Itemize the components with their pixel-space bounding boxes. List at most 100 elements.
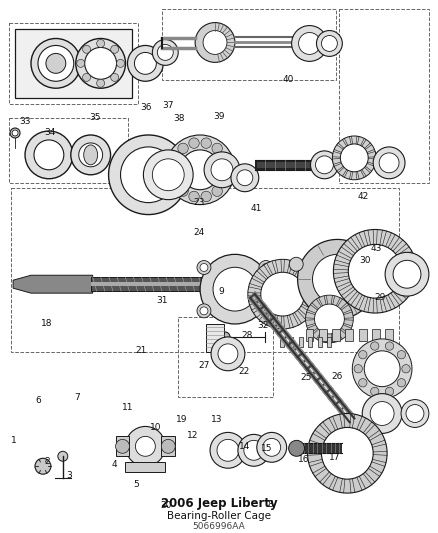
Circle shape <box>97 79 105 87</box>
Circle shape <box>263 438 281 456</box>
Circle shape <box>34 140 64 170</box>
Text: 34: 34 <box>44 128 56 136</box>
Polygon shape <box>13 275 93 293</box>
Text: 2006 Jeep Liberty: 2006 Jeep Liberty <box>161 497 277 510</box>
Circle shape <box>323 316 337 329</box>
Text: 9: 9 <box>218 287 224 296</box>
Circle shape <box>210 432 246 468</box>
Text: 20: 20 <box>160 501 172 510</box>
Circle shape <box>292 26 328 61</box>
Circle shape <box>348 245 402 298</box>
Circle shape <box>352 235 366 248</box>
Circle shape <box>126 426 165 466</box>
Text: 32: 32 <box>257 321 268 330</box>
Bar <box>91 282 250 286</box>
Circle shape <box>201 191 212 201</box>
Circle shape <box>314 304 344 334</box>
Text: 6: 6 <box>35 397 41 406</box>
Circle shape <box>31 38 81 88</box>
Circle shape <box>127 45 163 81</box>
Circle shape <box>212 186 223 196</box>
Circle shape <box>178 143 188 154</box>
Circle shape <box>200 307 208 315</box>
Circle shape <box>306 295 353 343</box>
Circle shape <box>333 230 417 313</box>
Circle shape <box>157 44 173 60</box>
Circle shape <box>321 427 373 479</box>
Circle shape <box>385 342 394 350</box>
Text: 43: 43 <box>370 244 381 253</box>
Circle shape <box>297 239 377 319</box>
Circle shape <box>10 128 20 138</box>
Circle shape <box>83 45 91 53</box>
Circle shape <box>211 159 233 181</box>
Circle shape <box>200 254 270 324</box>
Circle shape <box>117 59 124 67</box>
Text: 13: 13 <box>211 415 223 424</box>
Circle shape <box>385 387 394 395</box>
Circle shape <box>85 47 117 79</box>
Circle shape <box>217 439 239 461</box>
Text: 40: 40 <box>283 75 294 84</box>
Text: 16: 16 <box>298 455 310 464</box>
Bar <box>318 337 322 347</box>
Text: 37: 37 <box>162 101 173 110</box>
Text: 11: 11 <box>122 403 133 413</box>
Circle shape <box>259 261 273 274</box>
Circle shape <box>111 74 119 82</box>
Circle shape <box>197 304 211 318</box>
Bar <box>9 22 138 104</box>
Bar <box>372 329 380 341</box>
Text: 39: 39 <box>213 112 225 121</box>
Bar <box>319 329 327 341</box>
Text: 2: 2 <box>44 457 50 466</box>
Circle shape <box>359 378 367 387</box>
Bar <box>385 329 393 341</box>
Circle shape <box>170 176 181 187</box>
Text: 33: 33 <box>19 117 31 126</box>
Circle shape <box>203 30 227 54</box>
Circle shape <box>406 405 424 423</box>
Circle shape <box>220 332 230 342</box>
Text: 28: 28 <box>242 332 253 340</box>
Bar <box>162 9 336 80</box>
Text: 42: 42 <box>357 192 368 201</box>
Circle shape <box>385 252 429 296</box>
Circle shape <box>262 307 270 315</box>
Bar <box>161 437 175 456</box>
Circle shape <box>197 261 211 274</box>
Circle shape <box>362 393 402 433</box>
Bar <box>345 329 353 341</box>
Circle shape <box>213 267 257 311</box>
Bar <box>359 329 367 341</box>
Circle shape <box>109 135 188 215</box>
Circle shape <box>402 365 410 373</box>
Circle shape <box>371 342 379 350</box>
Circle shape <box>165 135 235 205</box>
Circle shape <box>134 52 156 74</box>
Text: 21: 21 <box>135 346 146 355</box>
Text: 18: 18 <box>41 319 53 328</box>
Circle shape <box>371 387 379 395</box>
Circle shape <box>257 432 286 462</box>
Bar <box>297 443 343 453</box>
Circle shape <box>364 351 400 386</box>
Circle shape <box>152 159 184 191</box>
Circle shape <box>71 135 110 175</box>
Circle shape <box>244 440 264 461</box>
Circle shape <box>401 400 429 427</box>
Text: 26: 26 <box>331 372 343 381</box>
Circle shape <box>211 337 245 371</box>
Circle shape <box>379 153 399 173</box>
Circle shape <box>261 272 304 316</box>
Text: 12: 12 <box>187 431 198 440</box>
Text: 41: 41 <box>251 204 262 213</box>
Bar <box>328 337 332 347</box>
Text: 17: 17 <box>328 453 340 462</box>
Circle shape <box>212 143 223 154</box>
Circle shape <box>373 147 405 179</box>
Bar <box>206 324 224 352</box>
Circle shape <box>315 156 333 174</box>
Text: 7: 7 <box>74 393 80 402</box>
Circle shape <box>289 257 303 271</box>
